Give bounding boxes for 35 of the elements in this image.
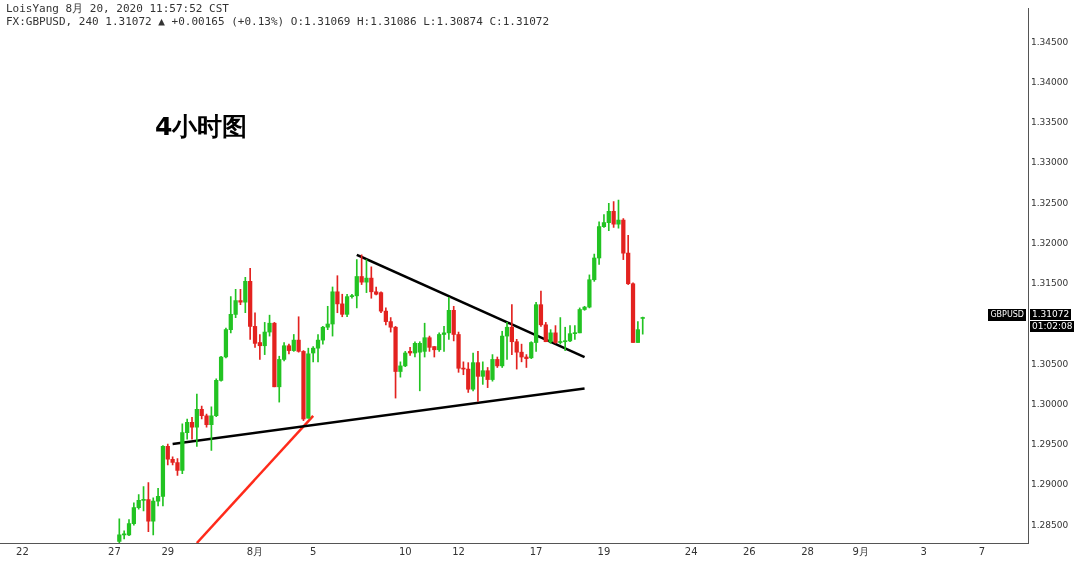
text: 01:02:08 xyxy=(1030,321,1075,332)
y-tick-label: 1.30500 xyxy=(1031,358,1069,369)
text: 1.31072 xyxy=(1030,309,1072,320)
y-tick-label: 1.34000 xyxy=(1031,76,1069,87)
x-tick-label: 27 xyxy=(108,545,121,557)
y-tick-label: 1.34500 xyxy=(1031,36,1069,47)
x-tick-label: 26 xyxy=(742,545,756,557)
x-tick-label: 29 xyxy=(161,545,175,557)
x-tick-label: 5 xyxy=(309,545,317,557)
y-tick-label: 1.29000 xyxy=(1031,479,1069,490)
y-tick-label: 1.29500 xyxy=(1031,439,1069,450)
x-tick-label: 22 xyxy=(16,545,29,557)
x-tick-label: 28 xyxy=(801,545,814,557)
x-tick-label: 17 xyxy=(529,545,543,557)
candlestick xyxy=(558,317,563,345)
x-tick-label: 24 xyxy=(684,545,698,557)
annotation: LoisYang 8月 20, 2020 11:57:52 CST xyxy=(6,2,229,16)
y-tick-label: 1.28500 xyxy=(1031,519,1069,530)
y-tick-label: 1.31500 xyxy=(1031,278,1069,289)
annotation: 4小时图 xyxy=(155,112,248,142)
x-tick-label: 9月 xyxy=(852,545,869,557)
x-tick-label: 3 xyxy=(920,545,927,557)
x-tick-label: 10 xyxy=(398,545,412,557)
x-tick-label: 19 xyxy=(597,545,611,557)
y-tick-label: 1.33000 xyxy=(1031,157,1069,168)
annotation: FX:GBPUSD, 240 1.31072 ▲ +0.00165 (+0.13%) O:1.31069 H:1.31086 L:1.30874 C:1.31072 xyxy=(6,15,550,29)
y-tick-label: 1.30000 xyxy=(1031,398,1069,409)
candlestick xyxy=(640,316,645,335)
annotation: GBPUSD xyxy=(988,309,1026,321)
x-tick-label: 8月 xyxy=(246,545,264,557)
x-tick-label: 7 xyxy=(978,545,986,557)
y-tick-label: 1.32000 xyxy=(1031,237,1069,248)
y-tick-label: 1.33500 xyxy=(1031,117,1069,128)
x-tick-label: 12 xyxy=(452,545,465,557)
y-tick-label: 1.32500 xyxy=(1031,197,1069,208)
